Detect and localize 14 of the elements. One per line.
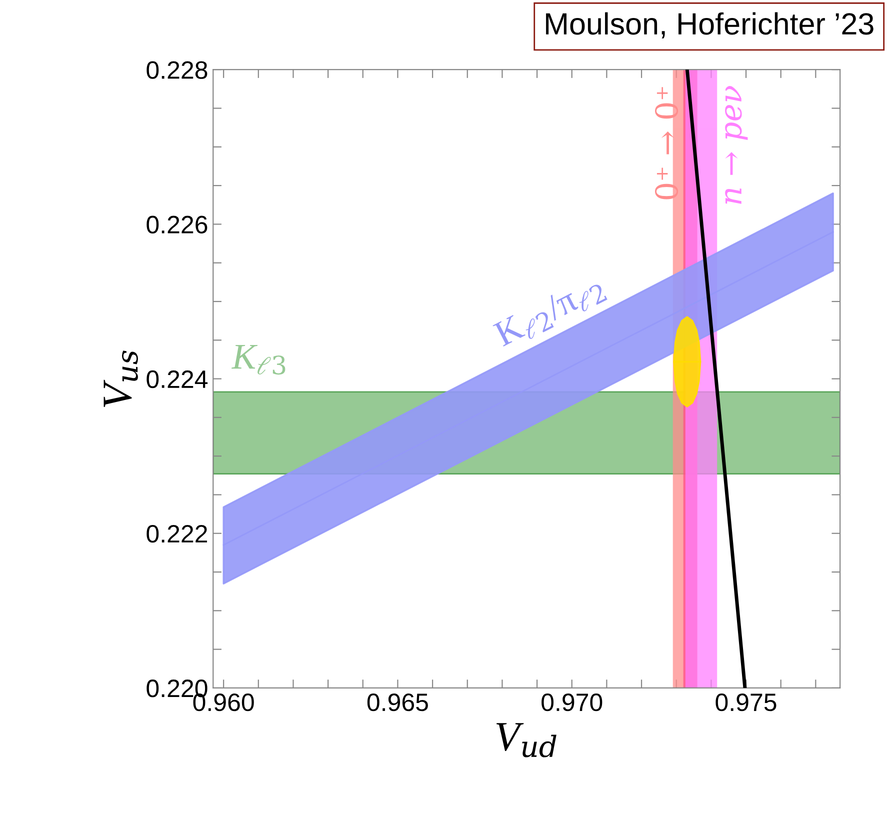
text: K$_{ℓ2}$/π$_{ℓ2}$ xyxy=(492,273,608,352)
x-tick-label: 0.975 xyxy=(716,693,776,712)
y-tick-label: 0.224 xyxy=(146,370,208,388)
band-label: 0⁺ → 0⁺ xyxy=(654,87,678,200)
text: Moulson, Hoferichter ’23 xyxy=(546,12,874,38)
y-axis-title: V$_{us}$ xyxy=(104,350,138,408)
y-tick-label: 0.222 xyxy=(146,524,208,543)
y-tick-label: 0.228 xyxy=(146,61,208,79)
x-axis-title: V$_{ud}$ xyxy=(496,723,556,758)
band-label: K$_{ℓ3}$ xyxy=(232,344,286,375)
band-label: n → peν xyxy=(725,86,748,204)
x-tick-label: 0.970 xyxy=(542,693,602,712)
x-tick-label: 0.965 xyxy=(367,693,428,712)
y-tick-label: 0.226 xyxy=(146,216,208,234)
